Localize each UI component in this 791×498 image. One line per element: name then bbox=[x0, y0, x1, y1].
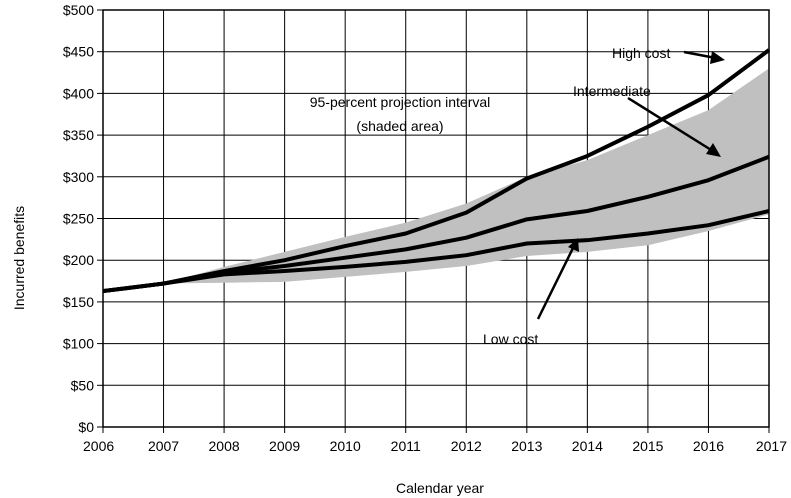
x-tick-label: 2006 bbox=[83, 438, 114, 454]
x-tick-label: 2010 bbox=[330, 438, 361, 454]
y-tick-label: $350 bbox=[63, 127, 94, 143]
y-tick-label: $250 bbox=[63, 211, 94, 227]
x-tick-label: 2015 bbox=[632, 438, 663, 454]
band-label-line2: (shaded area) bbox=[356, 118, 443, 134]
y-tick-label: $50 bbox=[71, 377, 95, 393]
x-axis-ticks: 2006 2007 2008 2009 2010 2011 2012 2013 2014 2015… bbox=[83, 427, 787, 454]
x-tick-label: 2007 bbox=[148, 438, 179, 454]
x-tick-label: 2014 bbox=[572, 438, 603, 454]
y-tick-label: $500 bbox=[63, 2, 94, 18]
y-tick-label: $200 bbox=[63, 252, 94, 268]
y-tick-label: $100 bbox=[63, 336, 94, 352]
x-axis-title: Calendar year bbox=[396, 480, 484, 496]
annotation-arrows bbox=[536, 50, 725, 320]
intermediate-arrowhead bbox=[706, 143, 721, 157]
band-label-line1: 95-percent projection interval bbox=[310, 94, 491, 110]
y-axis-title: Incurred benefits bbox=[11, 206, 27, 310]
x-tick-label: 2016 bbox=[693, 438, 724, 454]
x-tick-label: 2008 bbox=[209, 438, 240, 454]
intermediate-arrow bbox=[627, 96, 717, 155]
low-cost-label: Low cost bbox=[483, 331, 538, 347]
x-tick-label: 2017 bbox=[756, 438, 787, 454]
intermediate-label: Intermediate bbox=[573, 83, 651, 99]
y-tick-label: $0 bbox=[78, 419, 94, 435]
x-tick-label: 2013 bbox=[511, 438, 542, 454]
y-tick-label: $150 bbox=[63, 294, 94, 310]
high-cost-label: High cost bbox=[612, 45, 670, 61]
series-line-low-cost bbox=[102, 209, 770, 294]
x-tick-label: 2011 bbox=[391, 438, 421, 454]
y-tick-label: $300 bbox=[63, 169, 94, 185]
series-layer bbox=[102, 48, 771, 294]
high-cost-arrowhead bbox=[710, 51, 725, 64]
projection-interval-band bbox=[103, 68, 769, 292]
y-tick-label: $450 bbox=[63, 44, 94, 60]
low-cost-arrow bbox=[536, 243, 577, 320]
x-tick-label: 2012 bbox=[451, 438, 482, 454]
y-axis-ticks: $0 $50 $100 $150 $200 $250 $300 $350 $400 $450 $50… bbox=[63, 2, 103, 435]
x-tick-label: 2009 bbox=[269, 438, 300, 454]
low-cost-arrowhead bbox=[568, 238, 579, 252]
y-tick-label: $400 bbox=[63, 85, 94, 101]
